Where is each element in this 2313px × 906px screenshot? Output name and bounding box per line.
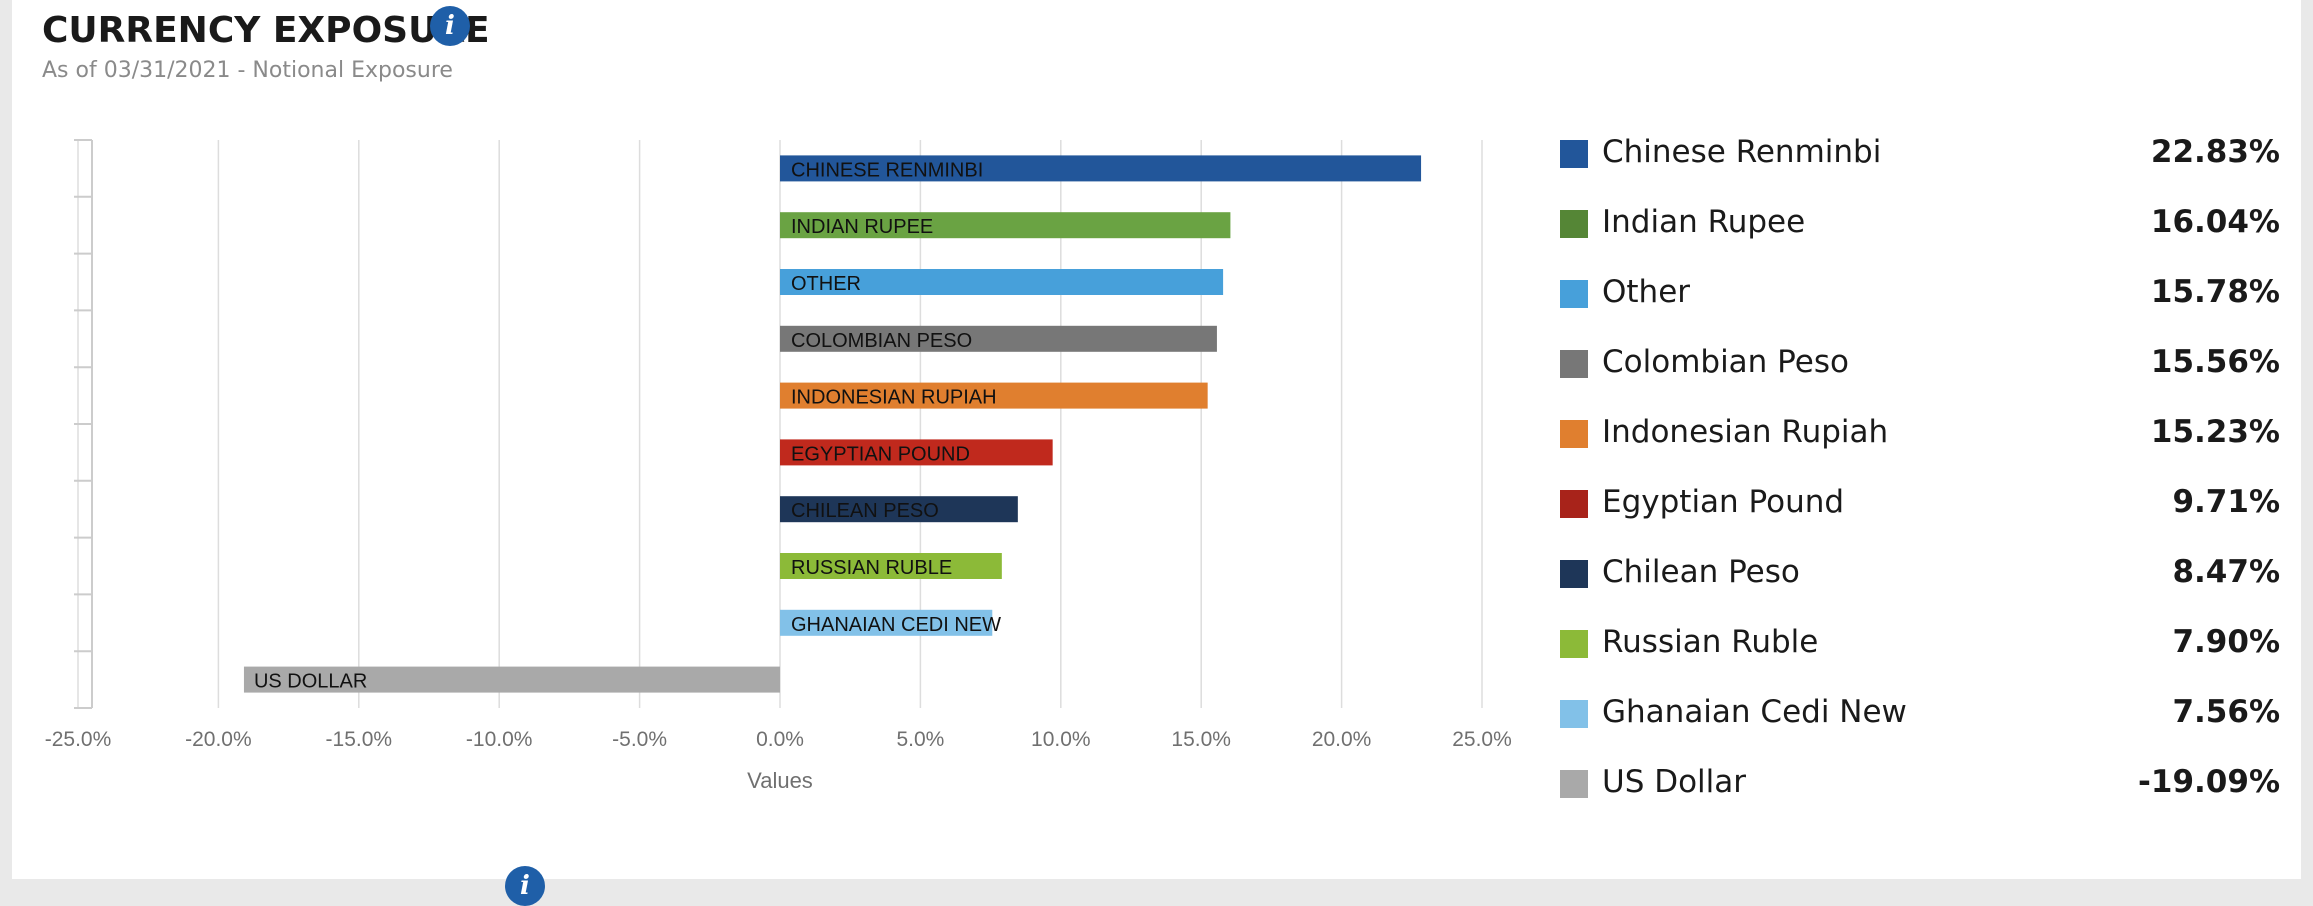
bar-label: CHILEAN PESO [791, 500, 939, 522]
page-title: CURRENCY EXPOSURE [42, 10, 490, 51]
legend-value: 9.71% [2172, 484, 2280, 520]
legend-value: 15.56% [2150, 344, 2280, 380]
legend-label: Russian Ruble [1602, 624, 1819, 660]
legend-label: Chilean Peso [1602, 554, 1800, 590]
bar[interactable] [243, 666, 780, 693]
legend-swatch [1560, 770, 1588, 798]
x-tick-label: 0.0% [756, 728, 804, 751]
legend-label: US Dollar [1602, 764, 1747, 800]
legend-item[interactable]: Indonesian Rupiah 15.23% [1560, 408, 2280, 478]
legend-label: Chinese Renminbi [1602, 134, 1882, 170]
legend-value: 7.90% [2172, 624, 2280, 660]
legend-swatch [1560, 280, 1588, 308]
bar-label: INDIAN RUPEE [791, 216, 933, 238]
legend-value: 15.78% [2150, 274, 2280, 310]
legend-swatch [1560, 630, 1588, 658]
legend-value: 16.04% [2150, 204, 2280, 240]
legend-swatch [1560, 140, 1588, 168]
legend-value: 15.23% [2150, 414, 2280, 450]
bar-label: INDONESIAN RUPIAH [791, 387, 997, 409]
legend-swatch [1560, 560, 1588, 588]
x-tick-label: 15.0% [1171, 728, 1231, 751]
legend-value: 22.83% [2150, 134, 2280, 170]
legend-item[interactable]: US Dollar -19.09% [1560, 758, 2280, 828]
x-tick-label: 25.0% [1452, 728, 1512, 751]
legend-label: Indonesian Rupiah [1602, 414, 1889, 450]
bar[interactable] [780, 553, 1002, 579]
legend: Chinese Renminbi 22.83% Indian Rupee 16.04%… [1560, 128, 2280, 828]
legend-label: Indian Rupee [1602, 204, 1806, 240]
legend-item[interactable]: Indian Rupee 16.04% [1560, 198, 2280, 268]
bar[interactable] [780, 269, 1224, 295]
chart-bars: CHINESE RENMINBI INDIAN RUPEE OTHER COLOMBI… [243, 155, 1422, 693]
x-axis-label: Values [747, 768, 813, 793]
legend-item[interactable]: Ghanaian Cedi New 7.56% [1560, 688, 2280, 758]
legend-item[interactable]: Russian Ruble 7.90% [1560, 618, 2280, 688]
bar[interactable] [780, 439, 1053, 466]
subtitle: As of 03/31/2021 - Notional Exposure [42, 58, 453, 83]
x-tick-label: 10.0% [1031, 728, 1091, 751]
legend-label: Ghanaian Cedi New [1602, 694, 1907, 730]
bar-label: OTHER [791, 273, 861, 295]
bar[interactable] [780, 155, 1422, 182]
legend-item[interactable]: Egyptian Pound 9.71% [1560, 478, 2280, 548]
info-icon[interactable]: i [430, 6, 470, 46]
legend-value: 7.56% [2172, 694, 2280, 730]
chart-axis [74, 139, 93, 709]
bar-label: RUSSIAN RUBLE [791, 557, 952, 579]
bar[interactable] [780, 609, 993, 636]
chart-tick-labels: -25.0% -20.0% -15.0% -10.0% -5.0% 0.0% 5.0% 10.… [45, 728, 1512, 751]
legend-label: Colombian Peso [1602, 344, 1849, 380]
legend-item[interactable]: Other 15.78% [1560, 268, 2280, 338]
x-tick-label: -5.0% [612, 728, 667, 751]
bar[interactable] [780, 325, 1217, 352]
bar-label: COLOMBIAN PESO [791, 330, 972, 352]
bar[interactable] [780, 382, 1208, 409]
x-tick-label: -20.0% [185, 728, 252, 751]
currency-exposure-card: CURRENCY EXPOSURE i As of 03/31/2021 - N… [12, 0, 2301, 906]
legend-label: Egyptian Pound [1602, 484, 1845, 520]
bar[interactable] [780, 496, 1018, 523]
legend-item[interactable]: Chilean Peso 8.47% [1560, 548, 2280, 618]
bar-label: CHINESE RENMINBI [791, 159, 983, 181]
x-tick-label: 20.0% [1312, 728, 1372, 751]
legend-label: Other [1602, 274, 1691, 310]
legend-value: 8.47% [2172, 554, 2280, 590]
bar-label: EGYPTIAN POUND [791, 443, 970, 465]
bar[interactable] [780, 212, 1231, 239]
legend-item[interactable]: Colombian Peso 15.56% [1560, 338, 2280, 408]
legend-item[interactable]: Chinese Renminbi 22.83% [1560, 128, 2280, 198]
legend-swatch [1560, 490, 1588, 518]
currency-exposure-chart: CHINESE RENMINBI INDIAN RUPEE OTHER COLOMBI… [45, 139, 1512, 793]
bar-label: US DOLLAR [254, 671, 367, 693]
x-tick-label: -15.0% [326, 728, 393, 751]
legend-swatch [1560, 700, 1588, 728]
legend-swatch [1560, 350, 1588, 378]
legend-swatch [1560, 210, 1588, 238]
bar-label: GHANAIAN CEDI NEW [791, 614, 1001, 636]
legend-value: -19.09% [2138, 764, 2280, 800]
x-tick-label: -10.0% [466, 728, 533, 751]
x-tick-label: 5.0% [896, 728, 944, 751]
legend-swatch [1560, 420, 1588, 448]
x-tick-label: -25.0% [45, 728, 112, 751]
info-icon[interactable]: i [505, 866, 545, 906]
